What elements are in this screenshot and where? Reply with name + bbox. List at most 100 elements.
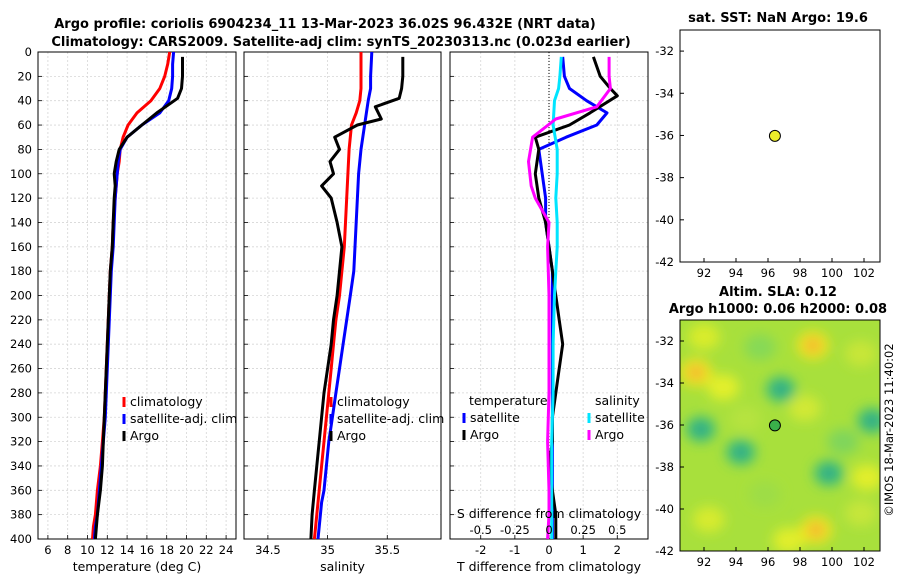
temp-legend-label: climatology bbox=[130, 394, 203, 409]
sla-texture bbox=[844, 340, 877, 367]
argo-location-marker bbox=[768, 419, 781, 432]
depth-tick-label: 160 bbox=[10, 240, 32, 254]
sla-y-tick-label: -40 bbox=[655, 502, 674, 516]
sal-series-satellite-adj--clim bbox=[316, 51, 374, 540]
sla-texture bbox=[729, 405, 762, 432]
sst-x-tick-label: 92 bbox=[697, 266, 712, 280]
x-tick-label: 6 bbox=[44, 543, 51, 557]
diff-x-label-temperature: T difference from climatology bbox=[456, 559, 642, 574]
sst-title: sat. SST: NaN Argo: 19.6 bbox=[688, 11, 868, 26]
x-tick-label: 34.5 bbox=[255, 543, 281, 557]
sal-legend-label: climatology bbox=[337, 394, 410, 409]
sla-high-core bbox=[805, 339, 820, 352]
diff-legend-header-temperature: temperature bbox=[469, 393, 548, 408]
depth-tick-label: 400 bbox=[10, 532, 32, 546]
s-tick-label: -0.5 bbox=[469, 523, 491, 537]
depth-tick-label: 380 bbox=[10, 508, 32, 522]
depth-tick-label: 360 bbox=[10, 483, 32, 497]
depth-tick-label: 80 bbox=[17, 142, 32, 156]
diff-s-legend-label: satellite bbox=[595, 410, 645, 425]
depth-tick-label: 320 bbox=[10, 435, 32, 449]
x-tick-label: 24 bbox=[219, 543, 234, 557]
depth-tick-label: 180 bbox=[10, 264, 32, 278]
s-tick-label: 0.5 bbox=[608, 523, 626, 537]
s-tick-label: 0.25 bbox=[570, 523, 596, 537]
depth-tick-label: 260 bbox=[10, 362, 32, 376]
sla-title-line2: Argo h1000: 0.06 h2000: 0.08 bbox=[669, 302, 887, 317]
sst-y-tick-label: -36 bbox=[655, 128, 674, 142]
depth-tick-label: 60 bbox=[17, 118, 32, 132]
sal-series-climatology bbox=[312, 52, 363, 540]
diff-s-legend-label: Argo bbox=[595, 427, 624, 442]
depth-tick-label: 200 bbox=[10, 289, 32, 303]
axes-frame bbox=[243, 51, 442, 540]
sla-x-tick-label: 92 bbox=[697, 555, 712, 569]
sla-texture bbox=[844, 500, 877, 527]
depth-tick-label: 300 bbox=[10, 410, 32, 424]
sla-y-tick-label: -34 bbox=[655, 376, 674, 390]
x-tick-label: 8 bbox=[64, 543, 71, 557]
sst-y-tick-label: -38 bbox=[655, 171, 674, 185]
depth-tick-label: 240 bbox=[10, 337, 32, 351]
depth-tick-label: 20 bbox=[17, 69, 32, 83]
diff-x-label-salinity: S difference from climatology bbox=[457, 506, 642, 521]
sla-x-tick-label: 100 bbox=[821, 555, 843, 569]
depth-tick-label: 140 bbox=[10, 215, 32, 229]
diff-legend-header-salinity: salinity bbox=[595, 393, 640, 408]
x-tick-label: 18 bbox=[159, 543, 174, 557]
sst-x-tick-label: 94 bbox=[729, 266, 744, 280]
sla-x-tick-label: 98 bbox=[793, 555, 808, 569]
x-tick-label: 14 bbox=[120, 543, 135, 557]
sla-high-core bbox=[689, 366, 703, 379]
sla-texture bbox=[788, 395, 821, 422]
diff-series-salinity-satellite bbox=[550, 56, 563, 539]
temp-series-argo bbox=[93, 56, 184, 540]
figure-title-line2: Climatology: CARS2009. Satellite-adj cli… bbox=[51, 35, 630, 50]
sla-x-tick-label: 96 bbox=[761, 555, 776, 569]
sla-blobs bbox=[680, 323, 880, 551]
temp-x-label: temperature (deg C) bbox=[73, 559, 202, 574]
sla-texture bbox=[688, 323, 720, 350]
x-tick-label: 35.5 bbox=[374, 543, 400, 557]
x-tick-label: 0 bbox=[545, 543, 552, 557]
depth-tick-label: 220 bbox=[10, 313, 32, 327]
sla-x-tick-label: 94 bbox=[729, 555, 744, 569]
x-tick-label: 2 bbox=[614, 543, 621, 557]
sst-y-tick-label: -42 bbox=[655, 255, 674, 269]
sal-x-label: salinity bbox=[320, 559, 365, 574]
sla-map-panel: 92 94 96 98 100 102 -32 -34 -36 -38 -40 -42 bbox=[655, 319, 881, 569]
depth-tick-label: 0 bbox=[25, 45, 32, 59]
sst-y-tick-label: -32 bbox=[655, 44, 674, 58]
sla-y-tick-label: -42 bbox=[655, 544, 674, 558]
depth-tick-label: 120 bbox=[10, 191, 32, 205]
sla-low-core bbox=[733, 446, 748, 459]
sla-x-tick-label: 102 bbox=[853, 555, 875, 569]
sla-texture bbox=[707, 374, 740, 401]
sla-high-core bbox=[809, 524, 823, 536]
s-tick-label: 0 bbox=[545, 523, 552, 537]
sal-legend-label: Argo bbox=[337, 428, 366, 443]
x-tick-label: 35 bbox=[320, 543, 335, 557]
sla-texture bbox=[772, 527, 805, 551]
sla-y-tick-label: -36 bbox=[655, 418, 674, 432]
diff-t-legend-label: satellite bbox=[470, 410, 520, 425]
temp-legend-label: satellite-adj. clim bbox=[130, 411, 237, 426]
difference-panel: -2 -1 0 1 2 S difference from climatology -0.5… bbox=[449, 51, 649, 574]
sst-y-tick-label: -34 bbox=[655, 86, 674, 100]
depth-tick-label: 40 bbox=[17, 94, 32, 108]
x-tick-label: 16 bbox=[140, 543, 155, 557]
sla-y-tick-label: -32 bbox=[655, 334, 674, 348]
diff-t-legend-label: Argo bbox=[470, 427, 499, 442]
sla-texture bbox=[692, 506, 725, 533]
sla-low-core bbox=[693, 423, 708, 436]
temp-legend-label: Argo bbox=[130, 428, 159, 443]
sla-low-core bbox=[865, 414, 879, 427]
diff-series-salinity-argo bbox=[527, 56, 612, 540]
depth-tick-label: 100 bbox=[10, 167, 32, 181]
sst-y-tick-label: -40 bbox=[655, 213, 674, 227]
sal-legend-label: satellite-adj. clim bbox=[337, 411, 444, 426]
depth-tick-label: 340 bbox=[10, 459, 32, 473]
sla-texture bbox=[851, 464, 880, 491]
x-tick-label: 20 bbox=[179, 543, 194, 557]
